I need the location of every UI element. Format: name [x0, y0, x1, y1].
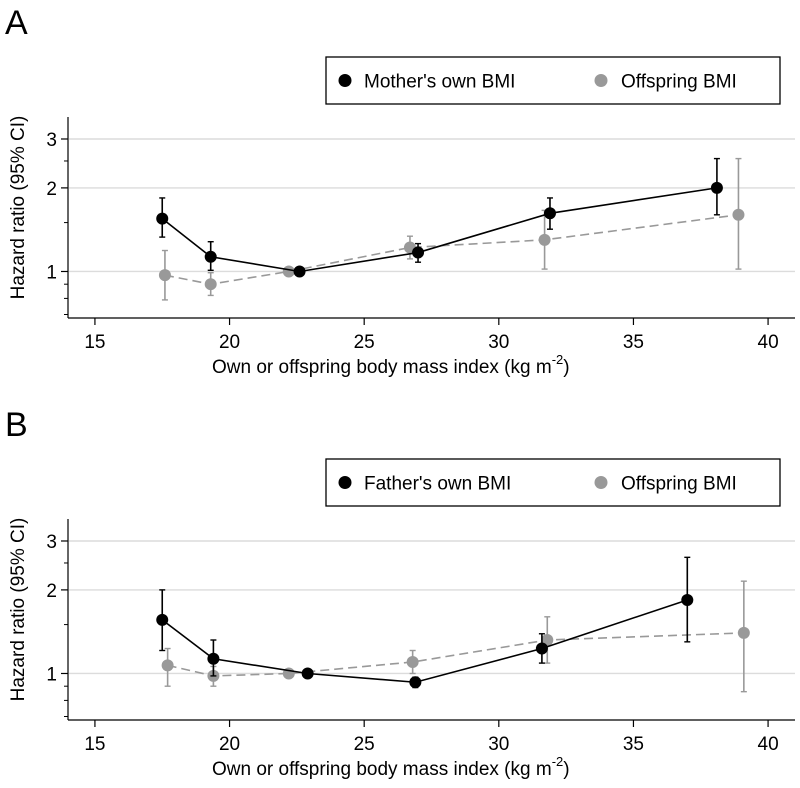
series-own-bmi — [156, 157, 723, 278]
y-tick-label: 3 — [46, 130, 57, 151]
data-point — [158, 269, 171, 282]
x-tick-label: 35 — [623, 734, 644, 755]
x-axis-label-end: ) — [563, 357, 569, 378]
y-tick-label: 3 — [46, 532, 57, 553]
x-tick-label: 25 — [354, 734, 375, 755]
y-axis-label: Hazard ratio (95% CI) — [8, 518, 29, 702]
data-point — [541, 634, 554, 647]
legend-marker — [338, 476, 352, 489]
x-tick-label: 20 — [219, 332, 240, 353]
data-point — [535, 642, 548, 655]
panel-label: B — [5, 406, 28, 444]
x-tick-label: 15 — [84, 332, 105, 353]
data-point — [737, 626, 750, 639]
data-point — [538, 233, 551, 246]
x-tick-label: 40 — [758, 734, 779, 755]
data-point — [282, 265, 295, 278]
x-axis-label-superscript: -2 — [552, 352, 564, 367]
y-tick-label: 2 — [46, 581, 57, 602]
series-line — [167, 632, 744, 677]
y-tick-label: 2 — [46, 179, 57, 200]
legend-label: Father's own BMI — [364, 474, 511, 495]
x-axis-label-text: Own or offspring body mass index (kg m — [212, 357, 552, 378]
legend-label: Offspring BMI — [621, 72, 737, 93]
data-point — [732, 208, 745, 221]
legend-marker — [338, 74, 352, 87]
x-axis-label: Own or offspring body mass index (kg m-2… — [212, 352, 570, 378]
legend-box — [325, 56, 781, 105]
x-tick-label: 40 — [758, 332, 779, 353]
series-line — [164, 214, 739, 286]
x-tick-label: 30 — [488, 332, 509, 353]
x-tick-label: 30 — [488, 734, 509, 755]
legend-label: Mother's own BMI — [364, 72, 515, 93]
data-point — [207, 652, 220, 665]
series-offspring-bmi — [161, 580, 750, 693]
data-point — [204, 278, 217, 291]
y-tick-label: 1 — [46, 664, 57, 685]
x-axis-label: Own or offspring body mass index (kg m-2… — [212, 754, 570, 780]
panel-a: A 15 20 25 30 35 40 1 2 3 Hazard ratio (95% CI) Own… — [5, 4, 795, 378]
data-point — [543, 207, 556, 220]
x-axis-label-text: Own or offspring body mass index (kg m — [212, 759, 552, 780]
data-point — [406, 655, 419, 668]
data-point — [156, 613, 169, 626]
legend-label: Offspring BMI — [621, 474, 737, 495]
data-point — [204, 250, 217, 263]
data-point — [301, 667, 314, 680]
x-tick-label: 20 — [219, 734, 240, 755]
panel-b: B 15 20 25 30 35 40 1 2 3 Hazard ratio (95% CI) Own… — [5, 406, 795, 780]
y-axis-label: Hazard ratio (95% CI) — [8, 116, 29, 300]
series-own-bmi — [156, 556, 694, 689]
data-point — [681, 593, 694, 606]
legend-marker — [594, 74, 608, 87]
x-tick-label: 35 — [623, 332, 644, 353]
x-tick-label: 25 — [354, 332, 375, 353]
x-axis-label-end: ) — [563, 759, 569, 780]
data-point — [409, 676, 422, 689]
legend-marker — [594, 476, 608, 489]
data-point — [710, 181, 723, 194]
x-tick-label: 15 — [84, 734, 105, 755]
data-point — [161, 659, 174, 672]
y-tick-label: 1 — [46, 262, 57, 283]
data-point — [412, 246, 425, 259]
series-offspring-bmi — [158, 157, 745, 301]
series-line — [161, 187, 718, 273]
data-point — [293, 265, 306, 278]
panel-label: A — [5, 4, 28, 42]
legend-box — [325, 458, 781, 507]
series-line — [161, 599, 688, 684]
data-point — [156, 212, 169, 225]
x-axis-label-superscript: -2 — [552, 754, 564, 769]
